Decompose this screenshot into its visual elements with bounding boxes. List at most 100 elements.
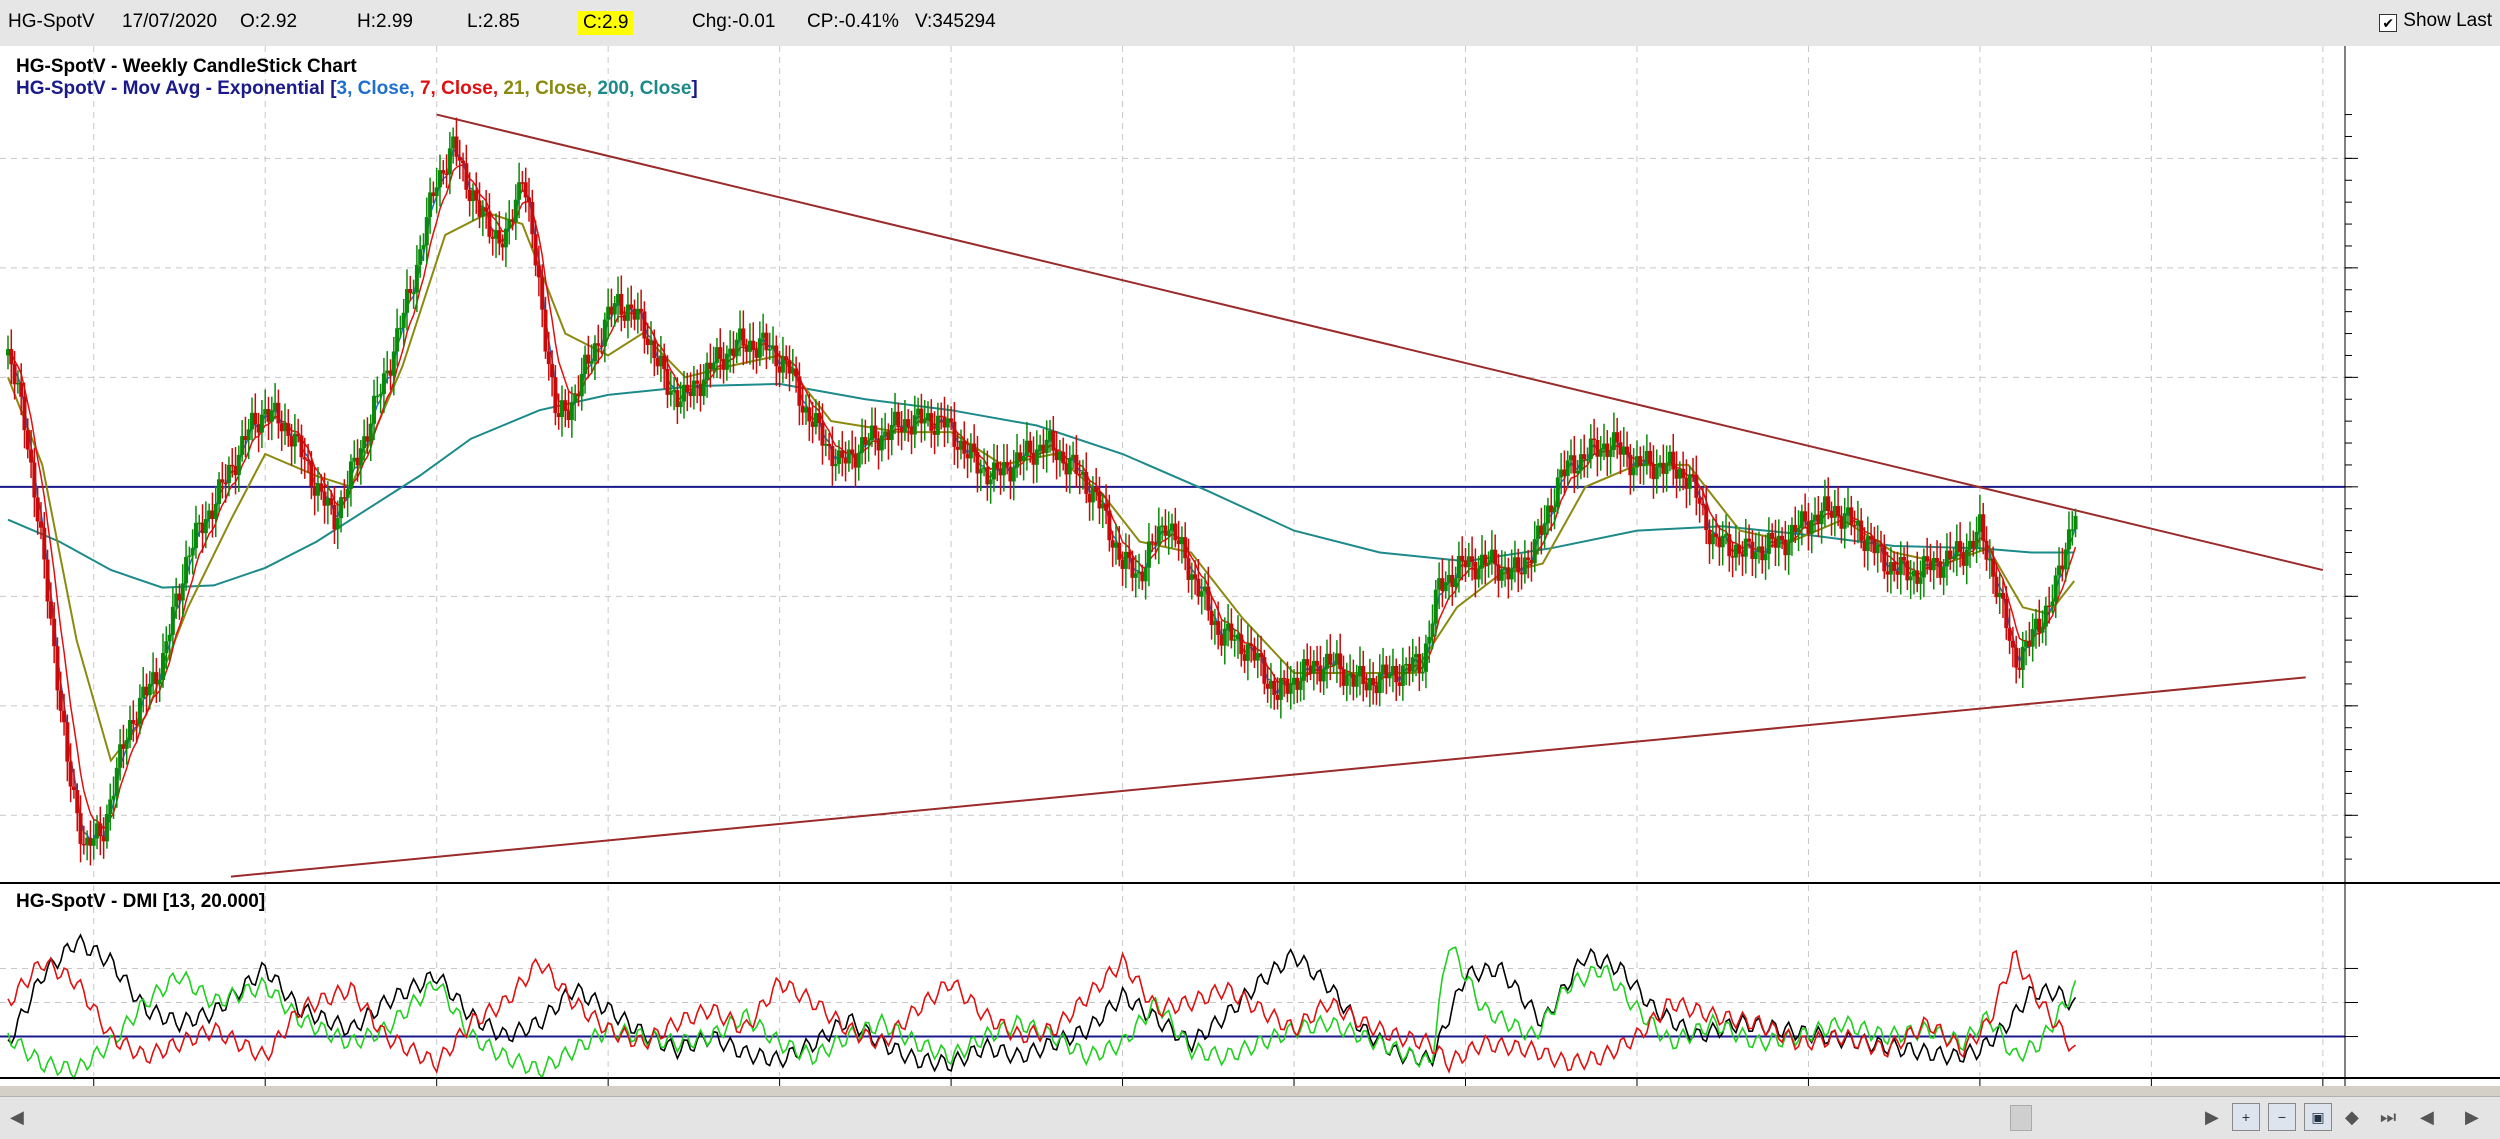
- candle-body: [1605, 443, 1610, 457]
- candle-body: [1895, 571, 1900, 575]
- candle-body: [1832, 505, 1837, 518]
- candle-body: [616, 293, 621, 304]
- candle-body: [464, 163, 469, 190]
- candle-body: [1367, 678, 1372, 691]
- candle-body: [207, 510, 212, 520]
- candle-body: [550, 364, 555, 378]
- volume-value: V:345294: [915, 11, 996, 32]
- candle-body: [1176, 540, 1181, 545]
- candle-body: [757, 338, 762, 358]
- show-last-checkbox[interactable]: ✔ Show Last: [2379, 10, 2492, 32]
- candle-body: [1341, 669, 1346, 686]
- candle-body: [896, 411, 901, 428]
- candle-body: [767, 349, 772, 351]
- candle-body: [1090, 487, 1095, 503]
- candle-body: [632, 308, 637, 320]
- candle-body: [1625, 446, 1630, 455]
- candle-body: [1813, 514, 1818, 521]
- candle-body: [1483, 554, 1488, 565]
- candle-body: [104, 813, 109, 842]
- checkbox-check-icon[interactable]: ✔: [2379, 14, 2398, 32]
- candle-body: [1565, 460, 1570, 476]
- candle-body: [642, 311, 647, 339]
- candle-body: [540, 277, 545, 310]
- candle-body: [2014, 647, 2019, 668]
- candle-body: [1041, 444, 1046, 454]
- candle-body: [530, 201, 535, 235]
- candle-body: [335, 518, 340, 530]
- candle-body: [1512, 557, 1517, 569]
- candle-body: [708, 362, 713, 370]
- candle-body: [1051, 430, 1056, 451]
- candle-body: [1384, 664, 1389, 679]
- time-scrollbar[interactable]: ◀ ▶ + − ▣ ◆ ⏭ ◀ ▶: [0, 1096, 2500, 1139]
- candle-body: [299, 435, 304, 458]
- nav-toggle-icon[interactable]: ◆: [2345, 1107, 2359, 1127]
- nav-next-icon[interactable]: ▶: [2465, 1107, 2479, 1127]
- zoom-out-icon[interactable]: −: [2268, 1103, 2296, 1131]
- candle-body: [1183, 537, 1188, 559]
- candle-body: [240, 436, 245, 455]
- chart-canvas[interactable]: HG-SpotV - Weekly CandleStick Chart HG-S…: [0, 46, 2500, 1086]
- candle-body: [48, 601, 53, 619]
- candle-body: [91, 838, 96, 846]
- candle-body: [45, 559, 50, 602]
- zoom-in-icon[interactable]: +: [2232, 1103, 2260, 1131]
- candle-body: [1196, 578, 1201, 597]
- scroll-thumb[interactable]: [2010, 1105, 2032, 1131]
- candle-body: [2053, 575, 2058, 602]
- candle-body: [583, 354, 588, 374]
- candle-body: [879, 435, 884, 451]
- candle-body: [141, 686, 146, 698]
- candle-body: [962, 440, 967, 454]
- candle-body: [1948, 550, 1953, 559]
- candle-body: [414, 264, 419, 293]
- candle-body: [1067, 458, 1072, 475]
- candle-body: [1954, 541, 1959, 557]
- candle-body: [1994, 576, 1999, 598]
- candle-body: [850, 449, 855, 454]
- candle-body: [1878, 544, 1883, 547]
- candle-body: [1397, 682, 1402, 686]
- candle-body: [101, 836, 106, 842]
- candle-body: [1097, 492, 1102, 509]
- candle-body: [589, 361, 594, 364]
- candle-body: [1130, 557, 1135, 578]
- candle-body: [681, 384, 686, 402]
- candle-body: [1796, 527, 1801, 533]
- nav-prev-icon[interactable]: ◀: [2420, 1107, 2434, 1127]
- candle-body: [573, 394, 578, 403]
- candle-body: [88, 837, 93, 846]
- scroll-left-icon[interactable]: ◀: [10, 1107, 24, 1127]
- scroll-right-icon[interactable]: ▶: [2205, 1107, 2219, 1127]
- nav-end-icon[interactable]: ⏭: [2380, 1107, 2397, 1127]
- candle-body: [1898, 557, 1903, 575]
- candle-body: [381, 373, 386, 395]
- candle-body: [939, 415, 944, 418]
- candle-body: [233, 465, 238, 476]
- candle-body: [952, 421, 957, 447]
- zoom-fit-icon[interactable]: ▣: [2304, 1103, 2332, 1131]
- candle-body: [1117, 542, 1122, 560]
- candle-body: [916, 408, 921, 416]
- candle-body: [988, 479, 993, 485]
- candle-body: [12, 364, 17, 385]
- candle-body: [794, 368, 799, 377]
- candle-body: [2004, 598, 2009, 629]
- high-value: H:2.99: [357, 11, 413, 32]
- candle-body: [678, 401, 683, 408]
- candle-body: [1872, 539, 1877, 554]
- candle-body: [487, 211, 492, 237]
- candle-body: [1941, 566, 1946, 578]
- candle-body: [1338, 653, 1343, 670]
- candle-body: [619, 293, 624, 315]
- candle-body: [1951, 556, 1956, 559]
- candle-body: [1575, 470, 1580, 474]
- candle-body: [1555, 477, 1560, 508]
- candle-body: [1034, 449, 1039, 465]
- candle-body: [1255, 653, 1260, 661]
- chart-background: [0, 46, 2500, 1086]
- candle-body: [1747, 538, 1752, 542]
- candle-body: [160, 653, 165, 680]
- candle-body: [744, 345, 749, 352]
